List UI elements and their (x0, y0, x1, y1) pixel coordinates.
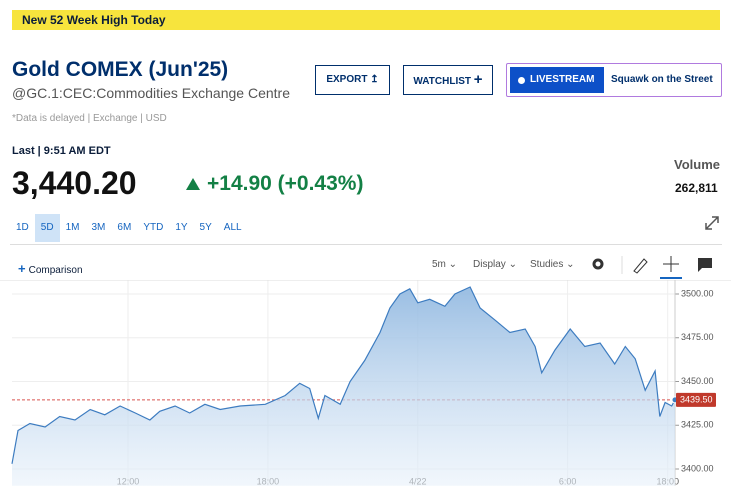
range-tab[interactable]: 5D (34, 214, 60, 242)
range-tab[interactable]: YTD (143, 222, 164, 233)
expand-icon[interactable] (702, 213, 722, 233)
export-button[interactable]: EXPORT ↥ (315, 65, 390, 95)
label: Comparison (28, 265, 83, 276)
price-line (11, 286, 676, 464)
label: EXPORT (326, 74, 368, 85)
banner: New 52 Week High Today (12, 10, 720, 30)
livestream-box[interactable] (506, 63, 722, 97)
draw-icon[interactable] (633, 258, 648, 274)
volume: 262,811 (675, 181, 718, 195)
tool-icons (592, 256, 712, 279)
delay-note: *Data is delayed | Exchange | USD (12, 113, 167, 124)
separator (10, 244, 722, 245)
interval-menu[interactable]: 5m ⌄ (432, 259, 458, 270)
y-tick-label: 3500.00 (681, 288, 714, 298)
live-dot (518, 77, 525, 84)
volume-label: Volume (674, 157, 720, 172)
range-tab[interactable]: 1M (65, 222, 80, 233)
settings-icon[interactable] (592, 258, 604, 270)
price: 3,440.20 (12, 165, 137, 201)
range-tab[interactable]: 1Y (175, 222, 188, 233)
y-tick-label: 3450.00 (681, 376, 714, 386)
chart: 3400.003425.003450.003475.003500.0012:00… (0, 280, 731, 486)
y-tick-label: 3475.00 (681, 332, 714, 342)
area (12, 287, 675, 486)
range-tab[interactable]: 1D (16, 222, 29, 233)
up-arrow (186, 178, 200, 190)
label: Display (473, 259, 506, 270)
change: +14.90 (+0.43%) (207, 172, 364, 195)
range-tab[interactable]: 6M (117, 222, 132, 233)
label: 5m (432, 259, 446, 270)
y-tick-label: 3425.00 (681, 420, 714, 430)
range-tabs: 1D 5D 1M 3M 6M YTD 1Y 5Y ALL (10, 214, 248, 242)
range-tab[interactable]: 3M (91, 222, 106, 233)
studies-menu[interactable]: Studies ⌄ (530, 259, 575, 270)
crosshair-icon[interactable] (663, 256, 679, 272)
range-tab[interactable]: ALL (223, 222, 242, 233)
comparison-button[interactable]: + Comparison (18, 261, 83, 276)
range-tab[interactable]: 5Y (199, 222, 212, 233)
last-time: Last | 9:51 AM EDT (12, 145, 111, 157)
y-tick-label: 3400.00 (681, 463, 714, 473)
last-price-tag (676, 392, 716, 407)
comment-icon[interactable] (698, 258, 712, 272)
livestream-button[interactable]: LIVESTREAM (510, 67, 604, 93)
title: Gold COMEX (Jun'25) (12, 58, 229, 81)
watchlist-button[interactable]: WATCHLIST + (403, 65, 493, 95)
symbol: @GC.1:CEC:Commodities Exchange Centre (12, 85, 290, 101)
show-name[interactable]: Squawk on the Street (611, 74, 713, 85)
last-price-label: 3439.50 (680, 394, 713, 404)
display-menu[interactable]: Display ⌄ (473, 259, 517, 270)
label: Studies (530, 259, 564, 270)
label: WATCHLIST (413, 76, 472, 87)
